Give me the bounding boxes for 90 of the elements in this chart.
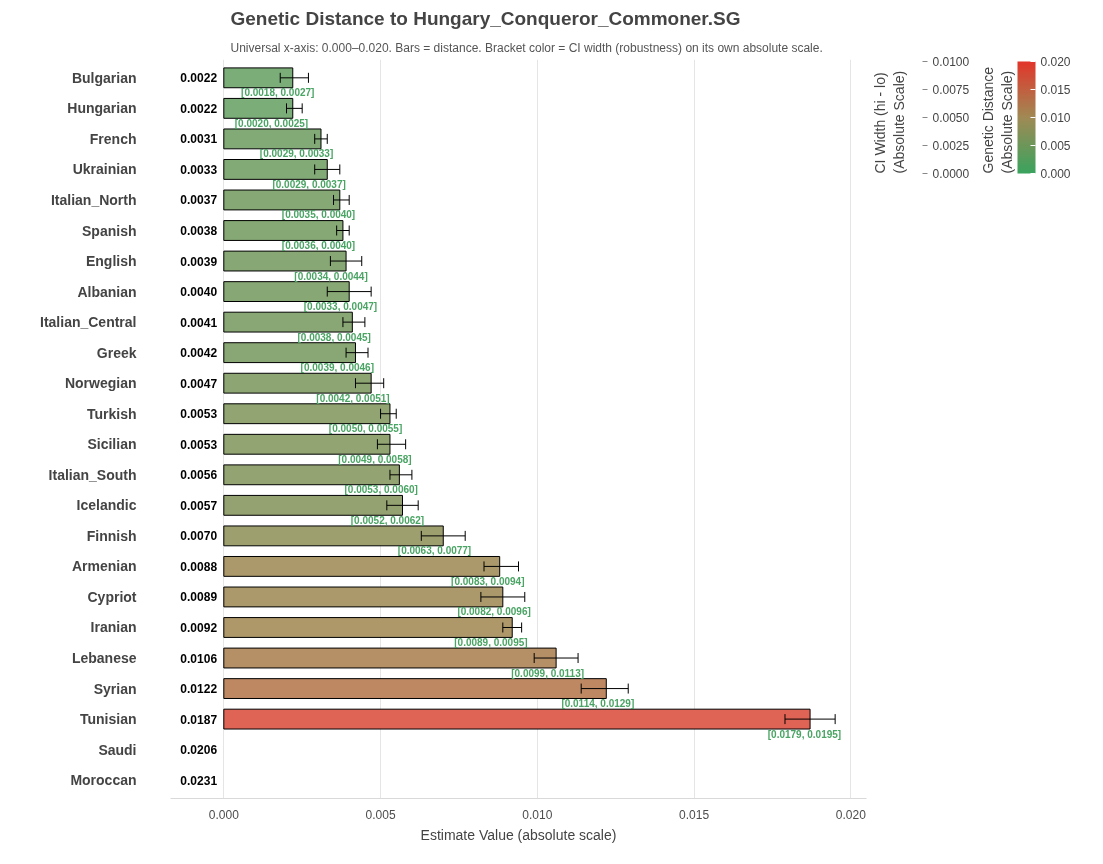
annotation: [0.0020, 0.0025] — [234, 117, 309, 129]
text: 0.0231 — [180, 773, 218, 788]
color-bar-label: 0.005 — [1040, 139, 1071, 153]
data-label: 0.0106 — [180, 651, 218, 666]
y-tick-label: Armenian — [71, 558, 137, 575]
y-tick-label: Icelandic — [76, 497, 137, 514]
data-label: 0.0047 — [180, 376, 218, 391]
annotation: [0.0034, 0.0044] — [294, 270, 368, 282]
annotation: [0.0052, 0.0062] — [350, 514, 425, 526]
data-label: 0.0038 — [180, 224, 218, 239]
data-label: 0.0037 — [180, 193, 218, 208]
text: CI Width (hi - lo) (Absolute Scale) — [872, 70, 908, 174]
text: 0.0050 — [932, 111, 970, 125]
y-tick-label: Finnish — [86, 527, 137, 544]
x-axis-title: Estimate Value (absolute scale) — [420, 826, 617, 843]
y-tick-label: Spanish — [82, 222, 137, 239]
y-tick-label: French — [89, 130, 137, 147]
y-tick-label: Iranian — [90, 619, 137, 636]
text: 0.0075 — [932, 83, 970, 97]
annotation: [0.0036, 0.0040] — [281, 240, 356, 252]
data-label: 0.0057 — [180, 498, 218, 513]
y-tick-label: Syrian — [93, 680, 137, 697]
y-tick-label: English — [85, 253, 137, 270]
annotation: [0.0083, 0.0094] — [451, 575, 525, 587]
annotation: [0.0042, 0.0051] — [316, 392, 390, 404]
data-label: 0.0022 — [180, 101, 218, 116]
y-tick-label: Sicilian — [87, 436, 137, 453]
text: 0.0000 — [932, 167, 970, 181]
data-label: 0.0053 — [180, 437, 218, 452]
x-tick-label: 0.015 — [679, 807, 710, 822]
y-tick-label: Albanian — [77, 283, 137, 300]
data-label: 0.0040 — [180, 285, 218, 300]
annotation: [0.0039, 0.0046] — [300, 362, 375, 374]
data-label: 0.0053 — [180, 407, 218, 422]
data-label: 0.0092 — [180, 620, 218, 635]
annotation: [0.0050, 0.0055] — [328, 423, 403, 435]
data-label: 0.0033 — [180, 162, 218, 177]
x-tick-label: 0.005 — [365, 807, 396, 822]
color-bar-title: Genetic Distance (Absolute Scale) — [980, 66, 1016, 174]
text: 0.0206 — [180, 743, 218, 758]
y-tick-label: Bulgarian — [71, 69, 137, 86]
color-bar-label: 0.020 — [1040, 55, 1071, 69]
annotation: [0.0029, 0.0037] — [272, 178, 346, 190]
y-tick-label: Lebanese — [71, 650, 137, 667]
data-label: 0.0070 — [180, 529, 218, 544]
y-tick-label: Moroccan — [70, 772, 137, 789]
annotation: [0.0114, 0.0129] — [561, 698, 635, 710]
y-tick-label: Norwegian — [64, 375, 137, 392]
data-label: 0.0031 — [180, 132, 218, 147]
color-bar-label: 0.000 — [1040, 167, 1071, 181]
annotation: [0.0179, 0.0195] — [767, 728, 842, 740]
annotation: [0.0029, 0.0033] — [259, 148, 334, 160]
y-tick-label: Turkish — [86, 405, 137, 422]
annotation: [0.0038, 0.0045] — [297, 331, 371, 343]
annotation: [0.0053, 0.0060] — [344, 484, 418, 496]
annotation: [0.0089, 0.0095] — [454, 636, 528, 648]
annotation: [0.0033, 0.0047] — [303, 301, 378, 313]
color-bar-label: 0.015 — [1040, 83, 1071, 97]
annotation: [0.0035, 0.0040] — [281, 209, 356, 221]
chart-title: Genetic Distance to Hungary_Conqueror_Commoner.SG — [230, 7, 741, 29]
annotation: [0.0018, 0.0027] — [241, 87, 315, 99]
annotation: [0.0063, 0.0077] — [397, 545, 472, 557]
x-tick-label: 0.020 — [835, 807, 867, 822]
chart-subtitle: Universal x-axis: 0.000–0.020. Bars = distance. Bracket color = CI width (robustness) on its own absolute scale. — [230, 40, 823, 55]
y-tick-label: Ukrainian — [72, 161, 137, 178]
y-tick-label: Italian_Central — [40, 314, 137, 331]
y-tick-label: Cypriot — [87, 588, 137, 605]
data-label: 0.0039 — [180, 254, 218, 269]
data-label: 0.0042 — [180, 346, 218, 361]
y-tick-label: Hungarian — [67, 100, 137, 117]
y-tick-label: Italian_North — [50, 191, 137, 208]
annotation: [0.0049, 0.0058] — [338, 453, 412, 465]
data-label: 0.0089 — [180, 590, 218, 605]
annotation: [0.0099, 0.0113] — [511, 667, 585, 679]
text: 0.0025 — [932, 139, 970, 153]
text: 0.0100 — [932, 55, 970, 69]
color-bar-label: 0.010 — [1040, 111, 1071, 125]
y-tick-label: Tunisian — [79, 711, 137, 728]
y-tick-label: Saudi — [98, 741, 137, 758]
data-label: 0.0088 — [180, 559, 218, 574]
data-label: 0.0056 — [180, 468, 218, 483]
data-label: 0.0041 — [180, 315, 218, 330]
y-tick-label: Greek — [96, 344, 137, 361]
x-tick-label: 0.000 — [208, 807, 240, 822]
data-label: 0.0187 — [180, 712, 218, 727]
y-tick-label: Italian_South — [48, 466, 137, 483]
data-label: 0.0022 — [180, 71, 218, 86]
x-tick-label: 0.010 — [522, 807, 553, 822]
data-label: 0.0122 — [180, 682, 218, 697]
annotation: [0.0082, 0.0096] — [457, 606, 531, 618]
